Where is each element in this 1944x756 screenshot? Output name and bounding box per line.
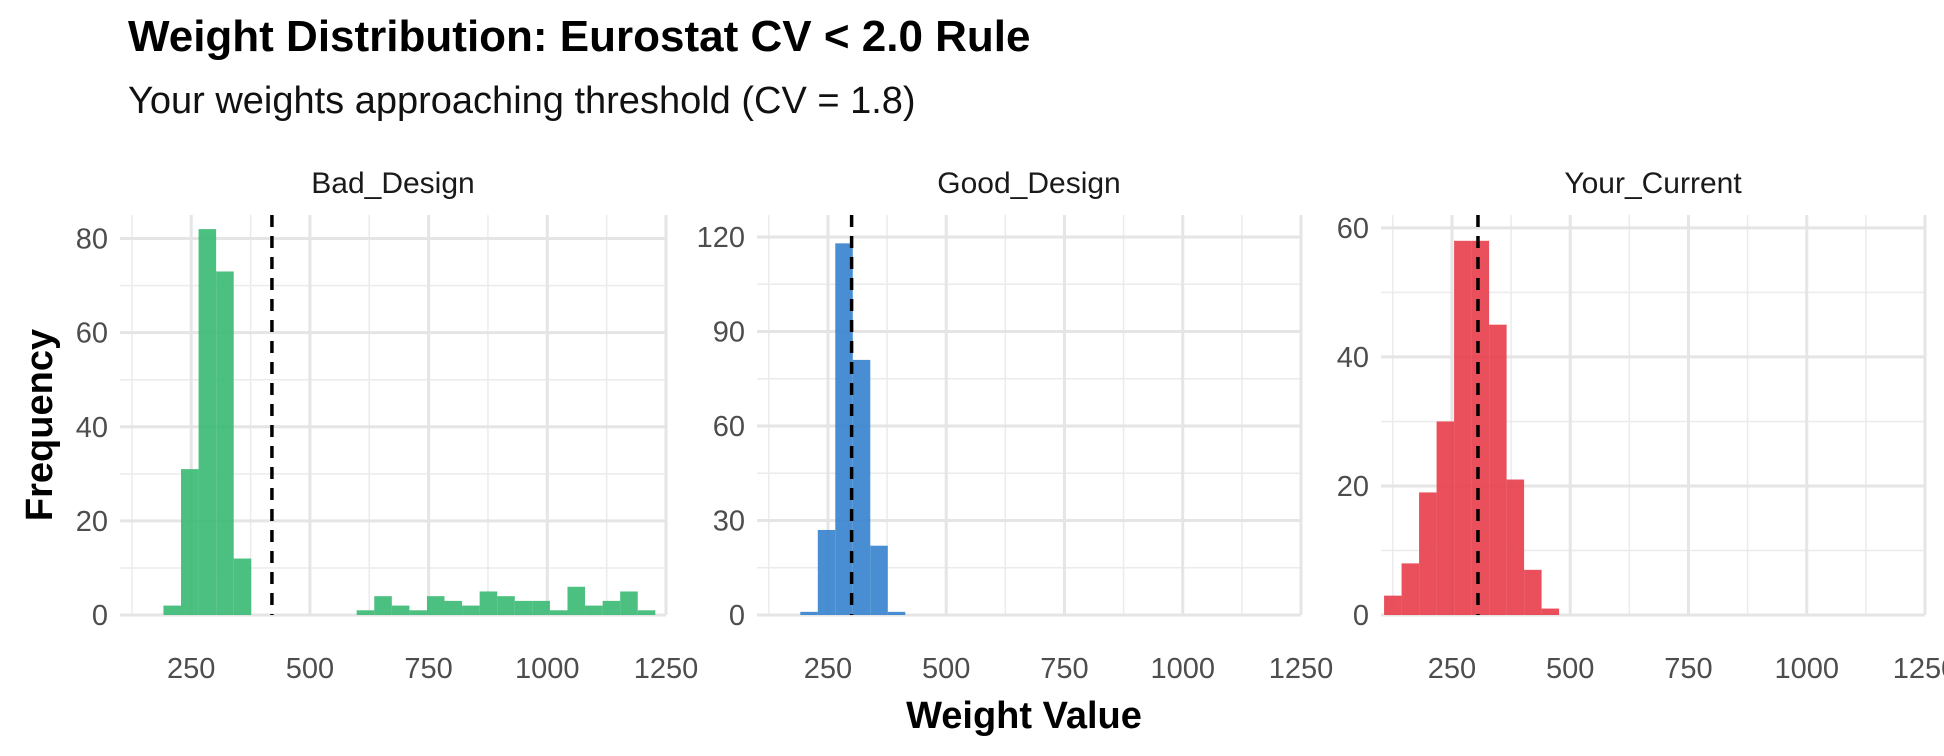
histogram-bar bbox=[800, 611, 818, 615]
x-tick-label: 750 bbox=[1664, 653, 1712, 685]
histogram-bar bbox=[479, 591, 498, 615]
y-tick-label: 0 bbox=[729, 600, 745, 632]
histogram-bar bbox=[514, 600, 533, 615]
histogram-bar bbox=[426, 596, 445, 615]
y-tick-label: 30 bbox=[713, 506, 745, 538]
chart-title: Weight Distribution: Eurostat CV < 2.0 R… bbox=[128, 12, 1031, 61]
facet-label: Bad_Design bbox=[311, 167, 474, 200]
x-tick-label: 250 bbox=[167, 653, 215, 685]
histogram-bar bbox=[549, 610, 568, 615]
histogram-bar bbox=[1541, 608, 1560, 615]
y-tick-label: 60 bbox=[713, 411, 745, 443]
histogram-bar bbox=[1419, 492, 1437, 615]
chart-subtitle: Your weights approaching threshold (CV =… bbox=[128, 80, 916, 122]
histogram-bar bbox=[216, 271, 234, 615]
histogram-bar bbox=[444, 600, 463, 615]
histogram-bar bbox=[817, 529, 836, 615]
histogram-bar bbox=[462, 605, 480, 615]
x-tick-label: 500 bbox=[1546, 653, 1594, 685]
facet-label: Good_Design bbox=[937, 167, 1120, 200]
histogram-bar bbox=[870, 545, 888, 615]
histogram-bar bbox=[391, 605, 410, 615]
histogram-bar bbox=[637, 610, 656, 615]
histogram-bar bbox=[1384, 595, 1402, 615]
histogram-bar bbox=[620, 591, 638, 615]
histogram-bar bbox=[409, 610, 427, 615]
y-tick-label: 20 bbox=[76, 506, 108, 538]
y-tick-label: 40 bbox=[1337, 342, 1369, 374]
histogram-bar bbox=[233, 558, 252, 615]
histogram-bar bbox=[835, 243, 853, 616]
histogram-bar bbox=[1506, 479, 1525, 615]
x-tick-label: 250 bbox=[804, 653, 852, 685]
y-tick-label: 0 bbox=[92, 600, 108, 632]
y-tick-label: 90 bbox=[713, 317, 745, 349]
y-axis-title: Frequency bbox=[19, 329, 61, 521]
x-tick-label: 250 bbox=[1428, 653, 1476, 685]
x-tick-label: 750 bbox=[404, 653, 452, 685]
y-tick-label: 80 bbox=[76, 224, 108, 256]
y-tick-label: 20 bbox=[1337, 471, 1369, 503]
histogram-bar bbox=[1471, 240, 1490, 615]
y-tick-label: 40 bbox=[76, 412, 108, 444]
y-tick-label: 0 bbox=[1353, 600, 1369, 632]
histogram-bar bbox=[602, 600, 621, 615]
panel-bad-design: 250 500 750 1000 1250 0 20 40 60 80 Bad_Design bbox=[76, 167, 699, 685]
x-tick-label: 750 bbox=[1040, 653, 1088, 685]
histogram-bar bbox=[887, 611, 906, 615]
histogram-bar bbox=[497, 596, 515, 615]
x-tick-label: 500 bbox=[922, 653, 970, 685]
histogram-bar bbox=[1524, 569, 1542, 615]
histogram-bar bbox=[356, 610, 375, 615]
x-axis-title: Weight Value bbox=[906, 695, 1142, 737]
x-tick-label: 1250 bbox=[1269, 653, 1334, 685]
y-tick-label: 60 bbox=[76, 318, 108, 350]
histogram-bar bbox=[1489, 324, 1507, 615]
panel-good-design: 250 500 750 1000 1250 0 30 60 90 120 Good_Design bbox=[697, 167, 1334, 685]
x-tick-label: 1250 bbox=[634, 653, 699, 685]
x-tick-label: 1000 bbox=[1774, 653, 1839, 685]
histogram-bar bbox=[1436, 421, 1455, 615]
histogram-bar bbox=[163, 605, 182, 615]
x-tick-label: 500 bbox=[286, 653, 334, 685]
histogram-bar bbox=[532, 600, 550, 615]
facet-label: Your_Current bbox=[1564, 167, 1742, 200]
x-tick-label: 1250 bbox=[1893, 653, 1944, 685]
histogram-bar bbox=[585, 605, 603, 615]
histogram-bar bbox=[852, 359, 871, 615]
histogram-bar bbox=[181, 469, 199, 615]
y-tick-label: 60 bbox=[1337, 213, 1369, 245]
histogram-bar bbox=[1401, 563, 1420, 615]
histogram-bar bbox=[1454, 240, 1472, 615]
histogram-bar bbox=[198, 229, 217, 615]
panel-your-current: 250 500 750 1000 1250 0 20 40 60 Your_Current bbox=[1337, 167, 1944, 685]
x-tick-label: 1000 bbox=[515, 653, 580, 685]
y-tick-label: 120 bbox=[697, 222, 745, 254]
x-tick-label: 1000 bbox=[1150, 653, 1215, 685]
histogram-bar bbox=[374, 596, 392, 615]
histogram-bar bbox=[567, 586, 586, 615]
